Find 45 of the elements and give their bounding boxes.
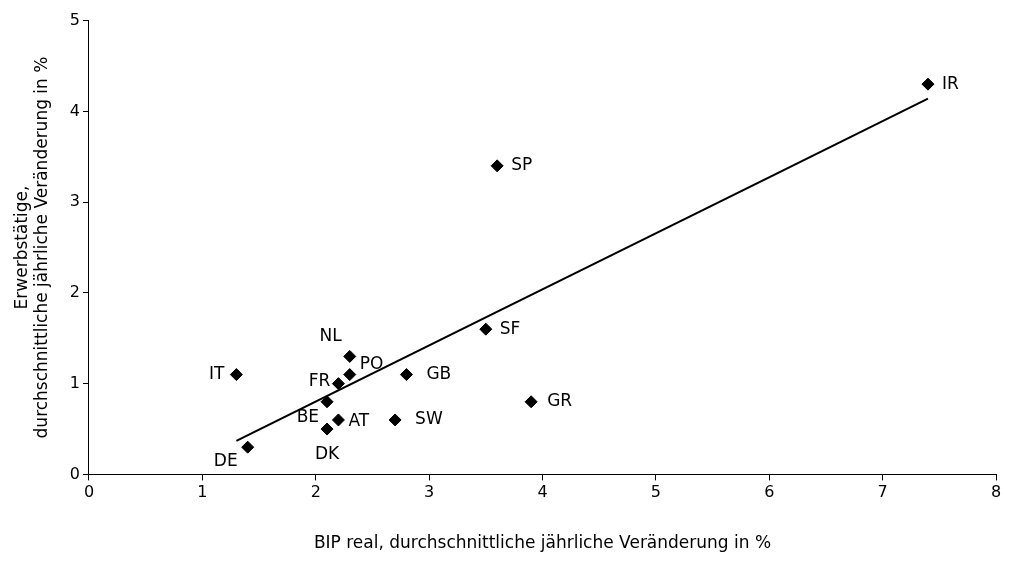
x-tick-label: 4: [537, 482, 548, 502]
annotation: BE: [296, 406, 320, 427]
x-tick-label: 8: [990, 482, 1002, 502]
annotation: SW: [415, 408, 443, 429]
point: [388, 413, 402, 427]
point: [320, 395, 334, 409]
x-tick-label: 2: [310, 482, 321, 502]
point: [331, 377, 345, 391]
point: [490, 159, 504, 173]
y-tick-label: 2: [69, 282, 80, 302]
annotation: NL: [319, 324, 343, 345]
annotation: PO: [359, 352, 384, 373]
point: [921, 77, 935, 91]
annotation: SP: [511, 154, 533, 175]
annotation: SF: [499, 317, 521, 338]
point: [320, 422, 334, 436]
x-tick-label: 1: [197, 482, 208, 502]
x-tick-label: 6: [764, 482, 775, 502]
y-tick-label: 4: [69, 100, 80, 120]
annotation: AT: [348, 410, 370, 431]
annotation: GB: [426, 362, 452, 383]
annotation: DK: [314, 443, 341, 464]
y-tick-label: 3: [69, 191, 80, 211]
point: [331, 413, 345, 427]
y-tick-label: 5: [69, 9, 80, 29]
point: [524, 395, 538, 409]
annotation: IR: [941, 72, 959, 93]
y-axis-title: Erwerbstätige, durchschnittliche jährliche Veränderung in %: [10, 56, 52, 439]
annotation: DE: [213, 449, 238, 470]
point: [229, 368, 243, 382]
annotation: FR: [308, 370, 331, 391]
x-tick-label: 7: [877, 482, 888, 502]
y-tick-label: 1: [69, 372, 80, 392]
point: [343, 368, 357, 382]
point: [241, 440, 255, 454]
y-tick-label: 0: [69, 463, 80, 483]
point: [479, 322, 493, 336]
x-tick-label: 3: [424, 482, 435, 502]
point: [399, 368, 413, 382]
x-tick-label: 0: [83, 482, 95, 502]
point: [343, 349, 357, 363]
x-tick-label: 5: [650, 482, 661, 502]
annotation: GR: [547, 390, 573, 411]
annotation: IT: [208, 362, 225, 383]
x-axis-title: BIP real, durchschnittliche jährliche Veränderung in %: [313, 532, 772, 553]
